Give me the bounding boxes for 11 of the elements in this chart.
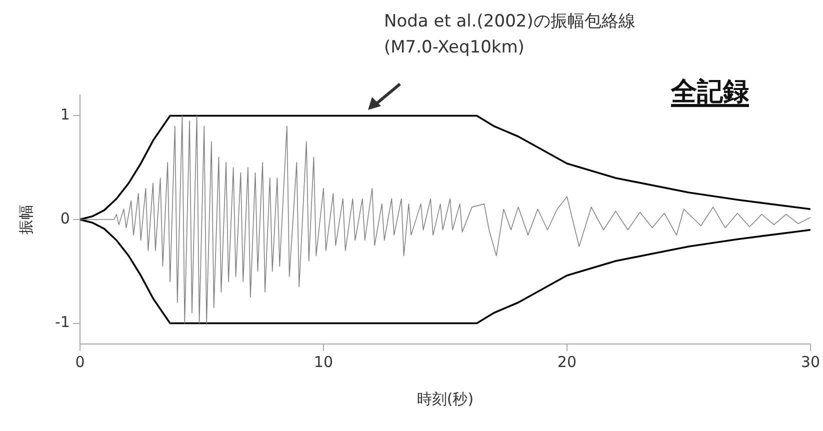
y-tick-label: 0 [60,209,70,228]
x-tick-label: 0 [75,352,85,371]
y-axis-title: 振幅 [16,204,35,234]
x-tick-label: 20 [557,352,577,371]
y-tick-label: 1 [60,106,70,124]
x-tick-label: 30 [800,352,820,371]
chart-title: 全記録 [670,76,750,108]
y-tick-label: -1 [54,313,70,332]
text: Noda et al.(2002)の振幅包絡線 (M7.0-Xeq10km) [384,11,636,58]
x-tick-label: 10 [314,352,334,371]
x-axis-title: 時刻(秒) [416,390,474,408]
